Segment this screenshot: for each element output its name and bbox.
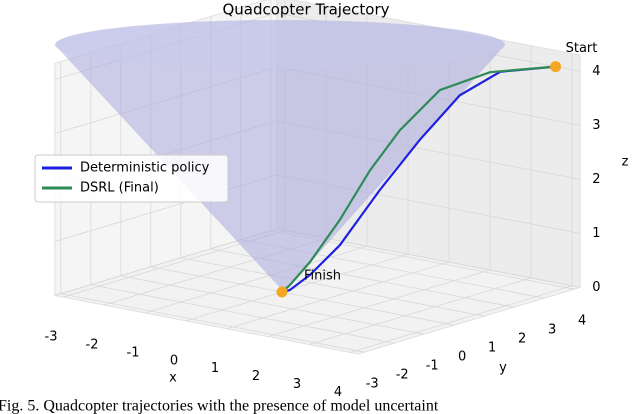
z-axis-label: z bbox=[622, 155, 629, 170]
grid-line bbox=[226, 261, 450, 330]
trajectories bbox=[276, 61, 562, 298]
y-tick-label: -1 bbox=[426, 359, 439, 374]
x-tick-label: -3 bbox=[45, 330, 58, 345]
y-axis-label: y bbox=[499, 361, 507, 376]
x-tick-label: 0 bbox=[170, 353, 178, 368]
grid-line bbox=[180, 257, 485, 317]
grid-line bbox=[150, 266, 455, 326]
y-tick-label: 0 bbox=[458, 350, 466, 365]
z-tick-label: 0 bbox=[592, 280, 600, 295]
x-tick-label: -1 bbox=[127, 345, 140, 360]
annotation: Start bbox=[566, 41, 598, 56]
z-tick-label: 4 bbox=[592, 64, 600, 79]
legend: Deterministic policy DSRL (Final) bbox=[34, 154, 229, 203]
x-tick-label: 1 bbox=[211, 361, 219, 376]
cone bbox=[55, 20, 505, 292]
z-tick-label: 2 bbox=[592, 172, 600, 187]
endpoint-marker bbox=[550, 61, 562, 73]
grid-line bbox=[90, 284, 395, 344]
x-tick-label: -2 bbox=[86, 338, 99, 353]
grid-line bbox=[349, 285, 573, 353]
labels: -3 -2 -1 0 1 2 3 4 -3 -2 -1 0 1 2 3 4 0 1 2 3 4 Start Finish bbox=[45, 41, 601, 400]
trajectory-line bbox=[281, 65, 556, 294]
y-tick-label: 3 bbox=[548, 323, 556, 338]
legend-box bbox=[34, 154, 229, 203]
grid-line bbox=[60, 293, 365, 353]
grid-line bbox=[120, 275, 425, 335]
chart-title: Quadcopter Trajectory bbox=[222, 1, 389, 19]
trajectory-line bbox=[281, 65, 556, 293]
y-tick-label: 4 bbox=[578, 314, 586, 329]
x-axis-label: x bbox=[169, 371, 177, 386]
y-tick-label: -3 bbox=[366, 377, 379, 392]
x-tick-label: 4 bbox=[334, 385, 342, 400]
endpoint-marker bbox=[276, 286, 288, 298]
grid-line bbox=[144, 245, 368, 314]
y-tick-label: -2 bbox=[396, 368, 409, 383]
z-tick-label: 3 bbox=[592, 118, 600, 133]
caption: Fig. 5. Quadcopter trajectories with the… bbox=[0, 398, 439, 414]
cone-top bbox=[55, 21, 505, 69]
x-tick-label: 2 bbox=[252, 369, 260, 384]
legend-label: Deterministic policy bbox=[80, 161, 210, 176]
annotation: Finish bbox=[304, 269, 341, 284]
grid-line bbox=[185, 253, 409, 322]
z-tick-label: 1 bbox=[592, 226, 600, 241]
x-tick-label: 3 bbox=[293, 377, 301, 392]
y-tick-label: 2 bbox=[518, 332, 526, 347]
grid-line bbox=[267, 269, 491, 337]
grid-line bbox=[308, 277, 532, 345]
legend-label: DSRL (Final) bbox=[80, 181, 159, 196]
y-tick-label: 1 bbox=[488, 341, 496, 356]
